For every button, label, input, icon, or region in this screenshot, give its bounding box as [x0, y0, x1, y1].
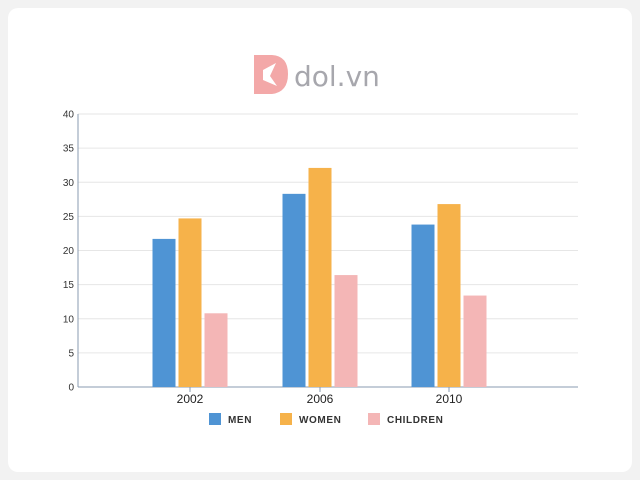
legend-label-women: WOMEN	[299, 415, 341, 426]
legend-label-men: MEN	[228, 415, 252, 426]
x-tick-label: 2002	[177, 392, 204, 406]
x-tick-labels: 2002 2006 2010	[177, 387, 463, 406]
y-tick-label: 0	[68, 383, 74, 394]
bars	[152, 167, 487, 387]
y-tick-label: 10	[63, 314, 75, 325]
brand-logo: dol.vn	[254, 55, 380, 94]
y-tick-label: 25	[63, 212, 75, 223]
bar-children-2010	[463, 295, 487, 387]
legend: MEN WOMEN CHILDREN	[209, 413, 443, 426]
bar-children-2002	[204, 313, 228, 387]
bar-men-2006	[282, 193, 306, 387]
bar-women-2006	[308, 167, 332, 387]
y-tick-label: 5	[68, 348, 74, 359]
bar-men-2010	[411, 224, 435, 387]
x-tick-label: 2006	[307, 392, 334, 406]
bar-women-2010	[437, 204, 461, 387]
y-tick-label: 20	[63, 246, 75, 257]
y-tick-label: 30	[63, 178, 75, 189]
bar-women-2002	[178, 218, 202, 387]
y-tick-label: 15	[63, 280, 75, 291]
x-tick-label: 2010	[436, 392, 463, 406]
logo-text: dol.vn	[294, 60, 380, 93]
bar-men-2002	[152, 238, 176, 387]
y-tick-label: 35	[63, 144, 75, 155]
legend-swatch-children	[368, 413, 380, 425]
y-tick-label: 40	[63, 110, 75, 121]
legend-label-children: CHILDREN	[387, 415, 443, 426]
logo-mark-icon	[254, 55, 288, 94]
legend-swatch-women	[280, 413, 292, 425]
bar-children-2006	[334, 275, 358, 387]
legend-swatch-men	[209, 413, 221, 425]
